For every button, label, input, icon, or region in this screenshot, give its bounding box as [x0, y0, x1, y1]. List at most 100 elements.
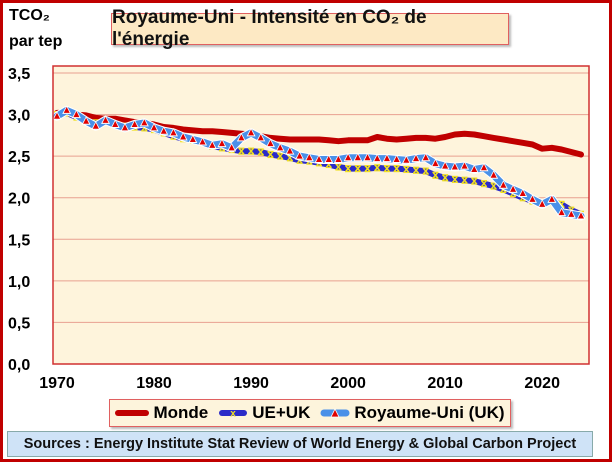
point-uk	[54, 112, 60, 119]
point-uk	[335, 155, 342, 162]
sources-note: Sources : Energy Institute Stat Review o…	[7, 431, 593, 457]
point-ue-uk	[490, 182, 497, 190]
point-uk	[277, 144, 284, 151]
point-uk	[490, 171, 497, 178]
chart-plot: 0,0 0,5 1,0 1,5 2,0 2,5 3,0 3,5 1970 1980 1990 200…	[8, 65, 590, 392]
series-group	[52, 105, 586, 221]
point-uk	[267, 140, 274, 147]
chart-title: Royaume-Uni - Intensité en CO₂ de l'éner…	[112, 7, 427, 50]
point-uk	[151, 124, 158, 131]
point-uk	[461, 162, 468, 169]
legend-swatch-uk-icon	[320, 408, 350, 418]
x-tick-label: 2000	[330, 375, 366, 392]
point-ue-uk	[451, 175, 458, 184]
svg-text:x: x	[230, 409, 236, 420]
point-uk	[248, 129, 255, 136]
point-uk	[257, 134, 264, 141]
x-tick-label: 2020	[524, 375, 560, 392]
chart-title-box: Royaume-Uni - Intensité en CO₂ de l'éner…	[111, 7, 509, 50]
point-ue-uk	[364, 165, 371, 173]
point-uk	[92, 122, 99, 129]
point-uk	[296, 152, 303, 159]
x-tick-label: 2010	[427, 375, 463, 392]
point-uk	[568, 210, 575, 217]
gridlines	[53, 72, 589, 323]
point-uk	[558, 209, 565, 216]
legend-label-uk: Royaume-Uni (UK)	[354, 403, 505, 422]
point-uk	[539, 200, 546, 207]
point-ue-uk	[432, 171, 439, 179]
legend-swatch-monde-icon	[115, 410, 150, 416]
y-tick-label: 0,0	[8, 357, 30, 374]
legend-item-ue-uk: x UE+UK	[218, 403, 310, 423]
point-uk	[422, 154, 429, 161]
y-tick-label: 3,0	[8, 108, 30, 125]
point-uk	[316, 155, 322, 162]
y-tick-label: 2,5	[8, 149, 30, 166]
point-ue-uk	[393, 165, 400, 173]
y-tick-label: 1,0	[8, 274, 30, 291]
point-ue-uk	[257, 148, 264, 156]
point-uk	[199, 138, 206, 145]
point-uk	[374, 155, 381, 162]
point-uk	[413, 155, 420, 162]
y-tick-label: 2,0	[8, 191, 30, 208]
point-uk	[306, 154, 313, 161]
x-tick-label: 1980	[136, 375, 172, 392]
point-uk	[442, 162, 449, 169]
point-ue-uk	[354, 165, 361, 173]
point-uk	[160, 127, 167, 134]
point-ue-uk	[461, 176, 468, 184]
point-uk	[131, 121, 138, 128]
point-ue-uk	[374, 164, 381, 172]
point-uk	[480, 164, 487, 171]
point-uk	[189, 136, 196, 143]
plot-border	[52, 65, 590, 365]
x-axis-ticks: 1970 1980 1990 2000 2010 2020	[39, 375, 560, 392]
y-tick-label: 0,5	[8, 315, 30, 332]
legend-label-ue-uk: UE+UK	[252, 403, 311, 422]
x-tick-label: 1970	[39, 375, 75, 392]
point-uk	[141, 119, 148, 126]
point-uk	[238, 134, 245, 141]
point-uk	[63, 106, 70, 113]
point-uk	[121, 124, 128, 131]
point-uk	[393, 155, 400, 162]
point-ue-uk	[412, 166, 420, 174]
plot-area	[53, 66, 589, 364]
series-uk	[52, 105, 586, 221]
point-uk	[500, 181, 507, 188]
point-uk	[180, 133, 187, 140]
point-ue-uk	[480, 179, 488, 188]
point-uk	[325, 155, 332, 162]
point-uk	[548, 195, 555, 202]
legend-swatch-ue-uk-icon: x	[219, 409, 248, 420]
point-uk	[578, 212, 584, 219]
point-ue-uk	[247, 147, 255, 155]
y-axis-ticks: 0,0 0,5 1,0 1,5 2,0 2,5 3,0 3,5	[8, 66, 30, 374]
point-uk	[218, 140, 225, 147]
point-uk	[102, 116, 109, 123]
point-uk	[209, 141, 216, 148]
point-uk	[83, 117, 90, 124]
point-ue-uk	[422, 167, 429, 175]
point-uk	[170, 129, 177, 136]
point-ue-uk	[345, 165, 352, 173]
legend-item-monde: Monde	[115, 403, 208, 423]
point-uk	[73, 111, 80, 118]
y-tick-label: 1,5	[8, 232, 30, 249]
y-tick-label: 3,5	[8, 66, 30, 83]
y-unit-line1: TCO₂	[9, 7, 50, 24]
point-uk	[354, 154, 361, 161]
point-uk	[228, 144, 235, 151]
point-uk	[286, 147, 293, 154]
point-uk	[383, 155, 390, 162]
legend-label-monde: Monde	[153, 403, 209, 422]
point-ue-uk	[442, 174, 449, 182]
legend-item-uk: Royaume-Uni (UK)	[320, 403, 505, 423]
point-uk	[519, 190, 526, 197]
x-tick-label: 1990	[233, 375, 269, 392]
point-ue-uk	[403, 165, 410, 174]
y-unit-line2: par tep	[9, 33, 63, 50]
